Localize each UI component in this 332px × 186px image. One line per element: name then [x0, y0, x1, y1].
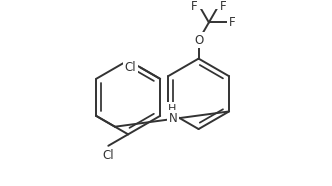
Text: F: F	[220, 0, 226, 13]
Text: Cl: Cl	[103, 149, 114, 162]
Text: O: O	[194, 34, 203, 47]
Text: Cl: Cl	[124, 61, 136, 74]
Text: H: H	[168, 104, 176, 114]
Text: F: F	[229, 16, 236, 29]
Text: F: F	[191, 0, 198, 13]
Text: N: N	[169, 112, 177, 125]
